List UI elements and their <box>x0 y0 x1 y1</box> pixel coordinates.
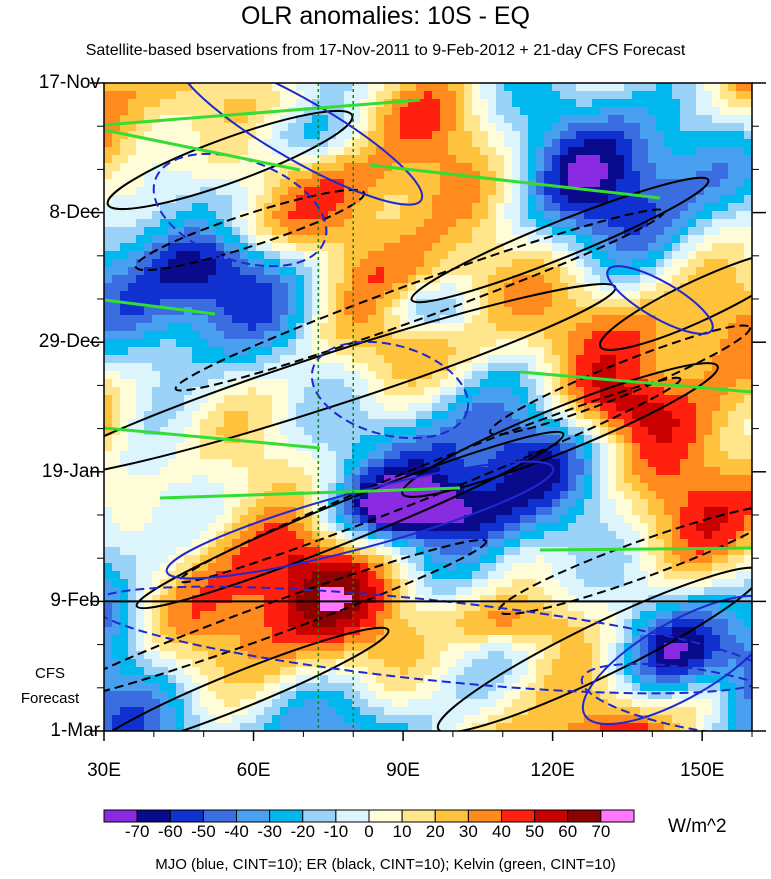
colorbar-swatch-11 <box>467 809 502 823</box>
forecast-label-line2: Forecast <box>20 690 80 707</box>
forecast-label-line1: CFS <box>35 665 65 682</box>
colorbar-level-label: 70 <box>591 822 611 841</box>
plot-frame <box>103 82 753 732</box>
colorbar-level-label: 10 <box>392 822 412 841</box>
colorbar-swatch-9 <box>401 809 436 823</box>
colorbar-swatch-2 <box>169 809 204 823</box>
colorbar-swatch-12 <box>501 809 536 823</box>
colorbar-swatch-7 <box>335 809 370 823</box>
kelvin-contour-1 <box>104 128 301 172</box>
colorbar-swatch-4 <box>236 809 271 823</box>
x-tick-label: 150E <box>679 760 725 781</box>
colorbar-swatch-14 <box>567 809 602 823</box>
contour-9 <box>174 208 666 392</box>
colorbar-swatch-15 <box>600 809 635 823</box>
contour-7 <box>104 626 390 731</box>
colorbar-swatch-13 <box>534 809 569 823</box>
chart-title: OLR anomalies: 10S - EQ <box>240 2 530 30</box>
colorbar-level-label: -30 <box>257 822 282 841</box>
contour-10 <box>489 324 751 436</box>
colorbar-level-label: -50 <box>191 822 216 841</box>
contour-12 <box>104 538 488 702</box>
colorbar-level-label: -20 <box>290 822 316 841</box>
colorbar-swatch-10 <box>434 809 469 823</box>
colorbar-swatch-6 <box>302 809 337 823</box>
colorbar-level-label: 40 <box>492 822 511 841</box>
contour-11 <box>178 376 682 584</box>
colorbar-level-label: -10 <box>323 822 349 841</box>
y-tick-label: 29-Dec <box>38 331 100 353</box>
contour-legend: MJO (blue, CINT=10); ER (black, CINT=10)… <box>155 856 616 873</box>
y-tick-label: 1-Mar <box>50 720 100 741</box>
colorbar-swatch-1 <box>136 809 171 823</box>
contour-lines <box>104 83 752 731</box>
kelvin-contour-0 <box>104 98 421 127</box>
contour-17 <box>606 265 714 335</box>
colorbar-level-label: 30 <box>458 822 478 841</box>
colorbar-swatch-3 <box>202 809 237 823</box>
colorbar <box>103 809 635 823</box>
contour-8 <box>134 188 366 272</box>
colorbar-level-label: 60 <box>558 822 578 841</box>
contour-6 <box>436 566 752 731</box>
contour-1 <box>410 176 710 304</box>
kelvin-contour-2 <box>369 163 661 200</box>
contour-20 <box>104 585 752 695</box>
colorbar-level-label: 20 <box>425 822 445 841</box>
kelvin-contour-6 <box>159 486 461 500</box>
kelvin-contour-7 <box>539 546 752 552</box>
colorbar-level-label: 50 <box>525 822 545 841</box>
colorbar-swatch-5 <box>269 809 304 823</box>
colorbar-swatch-8 <box>368 809 403 823</box>
x-tick-label: 90E <box>386 760 420 781</box>
kelvin-contour-4 <box>519 370 752 394</box>
y-tick-label: 19-Jan <box>41 460 100 482</box>
y-tick-label: 9-Feb <box>50 590 100 612</box>
contour-14 <box>176 83 424 206</box>
x-tick-label: 60E <box>236 760 271 781</box>
kelvin-contour-5 <box>104 426 321 450</box>
colorbar-level-label: -60 <box>157 822 183 841</box>
contour-18 <box>152 152 328 268</box>
colorbar-level-label: -70 <box>124 822 150 841</box>
kelvin-contour-3 <box>104 298 216 316</box>
colorbar-units: W/m^2 <box>668 816 727 837</box>
contour-0 <box>106 109 354 211</box>
colorbar-level-label: 0 <box>364 822 374 841</box>
contour-19 <box>310 340 470 440</box>
contour-4 <box>401 362 719 498</box>
contour-21 <box>580 662 752 731</box>
y-tick-label: 8-Dec <box>49 201 100 223</box>
olr-anomaly-field <box>104 83 752 731</box>
x-tick-label: 30E <box>87 760 121 781</box>
y-tick-label: 17-Nov <box>38 72 100 93</box>
colorbar-level-label: -40 <box>224 822 249 841</box>
colorbar-swatch-0 <box>103 809 138 823</box>
chart-subtitle: Satellite-based bservations from 17-Nov-… <box>85 42 686 59</box>
contour-5 <box>135 430 565 610</box>
x-tick-label: 120E <box>530 760 575 781</box>
plot-axes <box>90 82 766 741</box>
